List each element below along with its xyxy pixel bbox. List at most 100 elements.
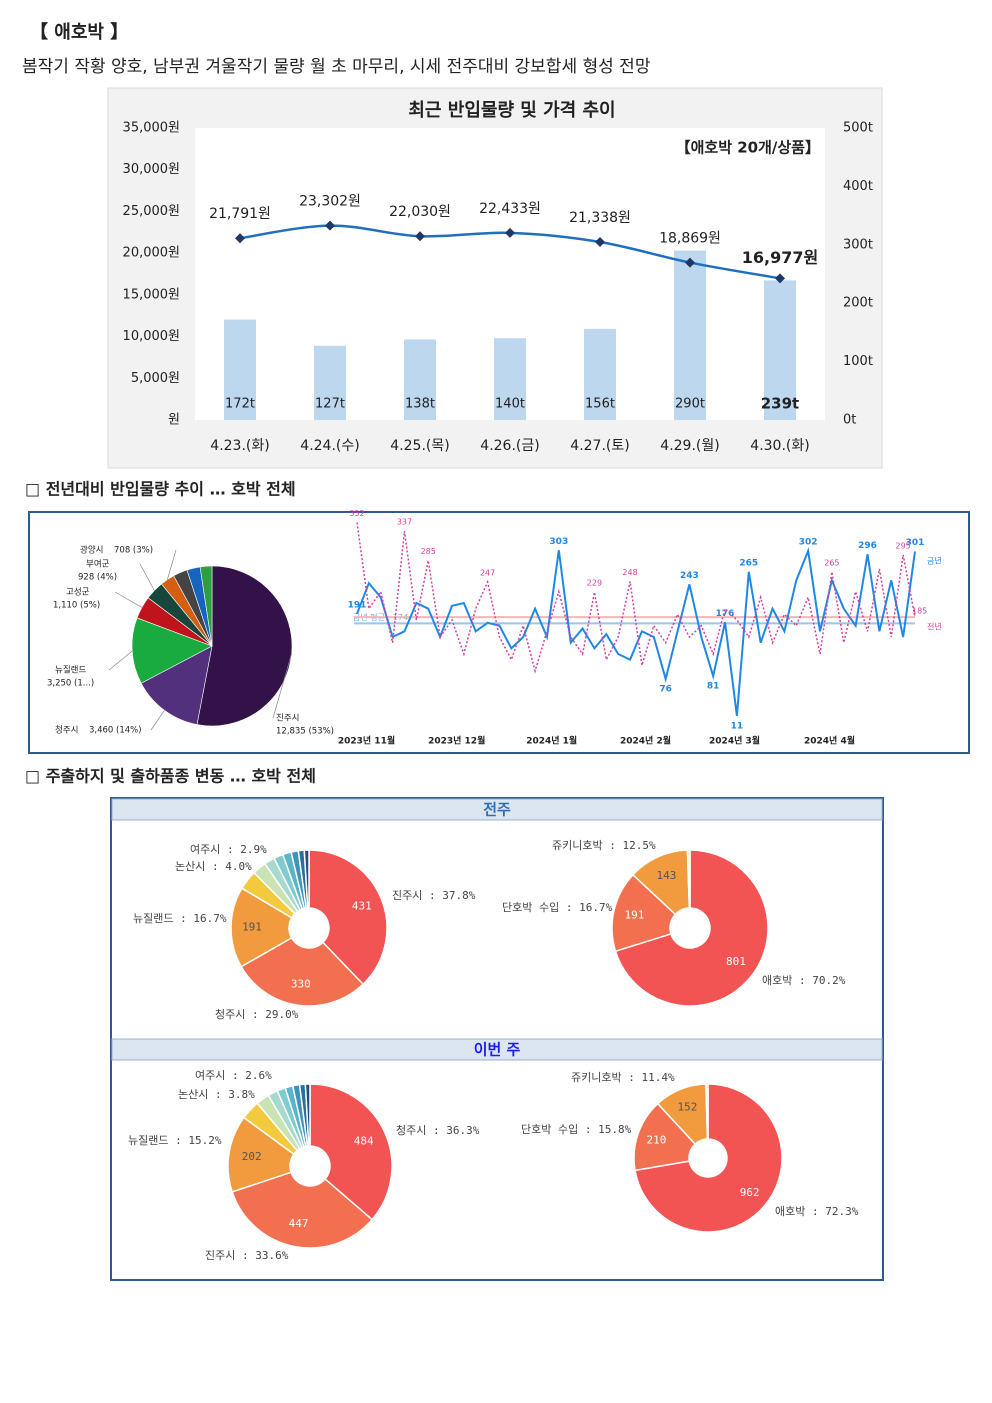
bar	[494, 338, 526, 420]
marker	[595, 236, 605, 247]
y-tick-label: 35,000원	[123, 121, 180, 136]
x-tick-label: 4.29.(월)	[660, 438, 719, 454]
slice-label: 애호박 : 72.3%	[775, 1205, 859, 1218]
donut-slice	[686, 849, 691, 909]
point-label: 337	[397, 518, 412, 527]
slice-value: 143	[656, 869, 676, 882]
slice-label: 여주시 : 2.6%	[195, 1069, 272, 1082]
y2-tick-label: 300t	[843, 237, 873, 252]
bar	[584, 328, 616, 420]
bar-label: 290t	[675, 397, 705, 412]
slice-value: 330	[291, 977, 311, 990]
bar	[224, 319, 256, 420]
slice-value: 928 (4%)	[78, 573, 117, 583]
slice-name: 광양시	[80, 545, 103, 556]
donut-slice	[633, 1102, 697, 1172]
y-tick-label: 5,000원	[131, 371, 180, 386]
slice-label: 쥬키니호박 : 12.5%	[552, 839, 656, 852]
slice-value: 152	[677, 1101, 697, 1114]
donut-slice	[309, 1083, 393, 1221]
price-label: 22,433원	[479, 201, 541, 217]
y-tick-label: 원	[168, 413, 180, 428]
slice-label: 단호박 수입 : 15.8%	[521, 1123, 632, 1136]
donut-slice	[634, 1083, 783, 1233]
donut-slice	[705, 1083, 709, 1140]
series-line	[356, 522, 916, 674]
marker	[325, 220, 335, 231]
leader-line	[114, 591, 143, 608]
point-label: 295	[895, 541, 910, 550]
panel-header	[111, 798, 883, 821]
point-label: 285	[421, 547, 436, 556]
point-label: 11	[731, 721, 744, 731]
series-line	[356, 547, 916, 716]
slice-value: 191	[242, 921, 262, 934]
slice-label: 논산시 : 3.8%	[178, 1088, 255, 1101]
slice-label: 쥬키니호박 : 11.4%	[571, 1071, 675, 1084]
average-label: 185	[912, 607, 927, 616]
slice-name: 뉴질랜드	[55, 665, 86, 676]
slice-value: 708 (3%)	[114, 546, 153, 556]
x-tick-label: 2023년 12월	[428, 735, 485, 747]
x-tick-label: 4.30.(화)	[750, 438, 809, 454]
point-label: 352	[349, 509, 364, 518]
slice-value: 1,110 (5%)	[53, 601, 100, 611]
y-tick-label: 15,000원	[123, 287, 180, 302]
point-label: 243	[680, 571, 699, 581]
x-tick-label: 2023년 11월	[338, 735, 395, 747]
slice-label: 뉴질랜드 : 15.2%	[128, 1134, 222, 1147]
x-tick-label: 4.27.(토)	[570, 438, 629, 454]
donut-slice	[303, 849, 310, 909]
y-tick-label: 30,000원	[123, 162, 180, 177]
x-tick-label: 4.25.(목)	[390, 438, 449, 454]
x-tick-label: 2024년 1월	[526, 735, 577, 747]
donut-slice	[308, 849, 388, 986]
leader-line	[108, 650, 133, 671]
chart-title: 최근 반입물량 및 가격 추이	[408, 99, 615, 121]
slice-value: 3,460 (14%)	[89, 726, 142, 736]
pie-slice	[140, 645, 213, 725]
marker	[415, 231, 425, 242]
donut-slice	[231, 1171, 374, 1249]
x-tick-label: 4.24.(수)	[300, 438, 359, 454]
slice-name: 부여군	[86, 559, 110, 570]
slice-value: 191	[624, 908, 644, 921]
pie-slice	[196, 565, 293, 727]
bar-label: 138t	[405, 397, 435, 412]
x-tick-label: 4.26.(금)	[480, 438, 539, 454]
point-label: 302	[799, 537, 818, 547]
bar-label: 156t	[585, 397, 615, 412]
slice-label: 단호박 수입 : 16.7%	[502, 901, 613, 914]
slice-label: 뉴질랜드 : 16.7%	[133, 912, 227, 925]
section-heading: □ 주출하지 및 출하품종 변동 … 호박 전체	[25, 767, 316, 786]
point-label: 248	[622, 568, 637, 577]
slice-label: 진주시 : 33.6%	[205, 1249, 289, 1262]
point-label: 296	[858, 541, 877, 551]
page-title: 【 애호박 】	[30, 22, 128, 43]
bar	[314, 345, 346, 420]
marker	[505, 227, 515, 238]
y2-tick-label: 100t	[843, 354, 873, 369]
slice-value: 202	[242, 1150, 262, 1163]
y2-tick-label: 500t	[843, 121, 873, 136]
bar-label: 140t	[495, 397, 525, 412]
point-label: 191	[348, 600, 367, 610]
pie-slice	[199, 565, 213, 647]
y2-tick-label: 0t	[843, 413, 856, 428]
x-tick-label: 2024년 3월	[709, 735, 760, 747]
pie-slice	[131, 617, 213, 684]
section-heading: □ 전년대비 반입물량 추이 … 호박 전체	[25, 480, 296, 499]
price-label: 18,869원	[659, 231, 721, 247]
slice-value: 12,835 (53%)	[276, 727, 334, 737]
slice-value: 3,250 (1...)	[47, 679, 94, 689]
bar	[674, 250, 706, 420]
price-label: 23,302원	[299, 194, 361, 210]
slice-label: 애호박 : 70.2%	[762, 974, 846, 987]
slice-label: 청주시 : 36.3%	[396, 1124, 480, 1137]
point-label: 265	[824, 558, 839, 567]
slice-name: 청주시	[55, 726, 78, 736]
bar-label: 239t	[761, 395, 799, 413]
slice-value: 447	[289, 1217, 309, 1230]
donut-slice	[304, 1083, 311, 1147]
